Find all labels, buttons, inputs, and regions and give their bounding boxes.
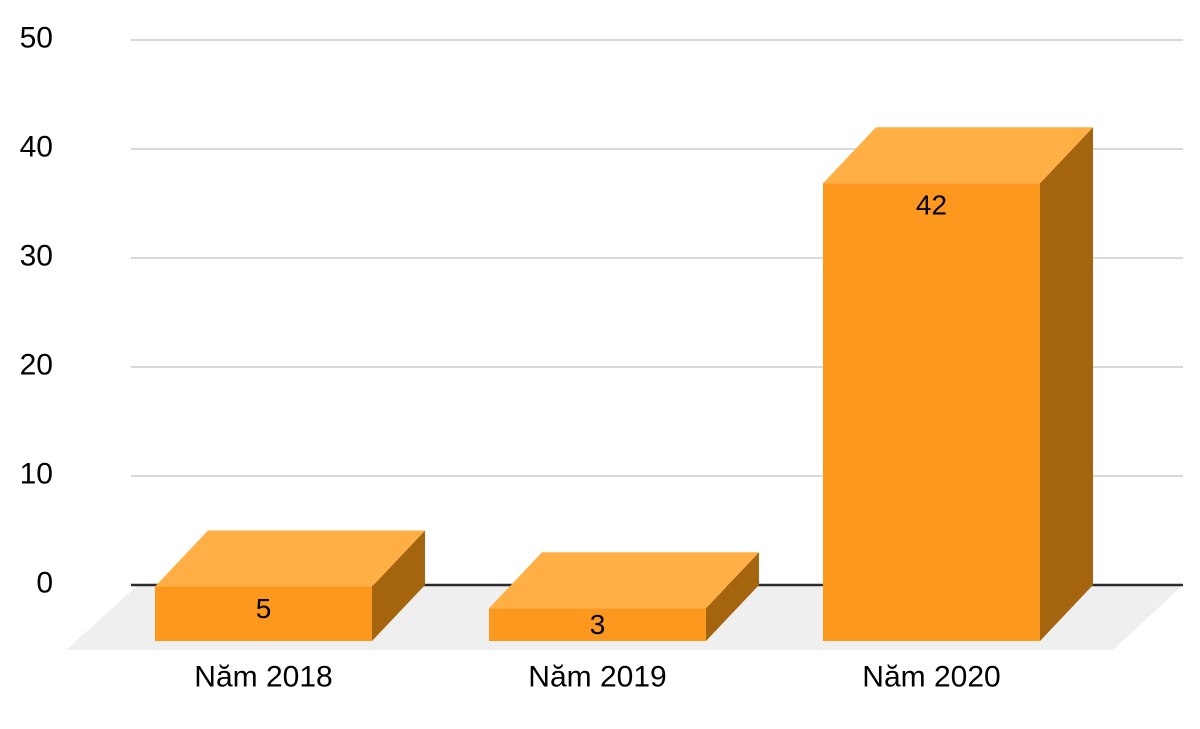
bar-side-face xyxy=(1040,127,1093,641)
x-category-label: Năm 2018 xyxy=(194,661,332,694)
y-tick-label: 30 xyxy=(20,240,53,273)
bar-top-face xyxy=(155,530,425,587)
y-tick-label: 10 xyxy=(20,458,53,491)
x-category-label: Năm 2019 xyxy=(528,661,666,694)
y-tick-label: 0 xyxy=(36,567,53,600)
y-tick-label: 40 xyxy=(20,131,53,164)
bar-value-label: 5 xyxy=(256,593,272,624)
bar-front-face xyxy=(823,183,1040,641)
bar-side-face xyxy=(706,552,759,641)
x-category-label: Năm 2020 xyxy=(862,661,1000,694)
bar-front-face xyxy=(489,608,706,641)
bar-top-face xyxy=(489,552,759,609)
y-tick-label: 50 xyxy=(20,22,53,55)
bar-front-face xyxy=(155,586,372,641)
y-tick-label: 20 xyxy=(20,349,53,382)
bar-side-face xyxy=(372,530,425,641)
bar-top-face xyxy=(823,127,1093,184)
bar-value-label: 3 xyxy=(590,609,606,640)
bar-value-label: 42 xyxy=(916,190,947,221)
